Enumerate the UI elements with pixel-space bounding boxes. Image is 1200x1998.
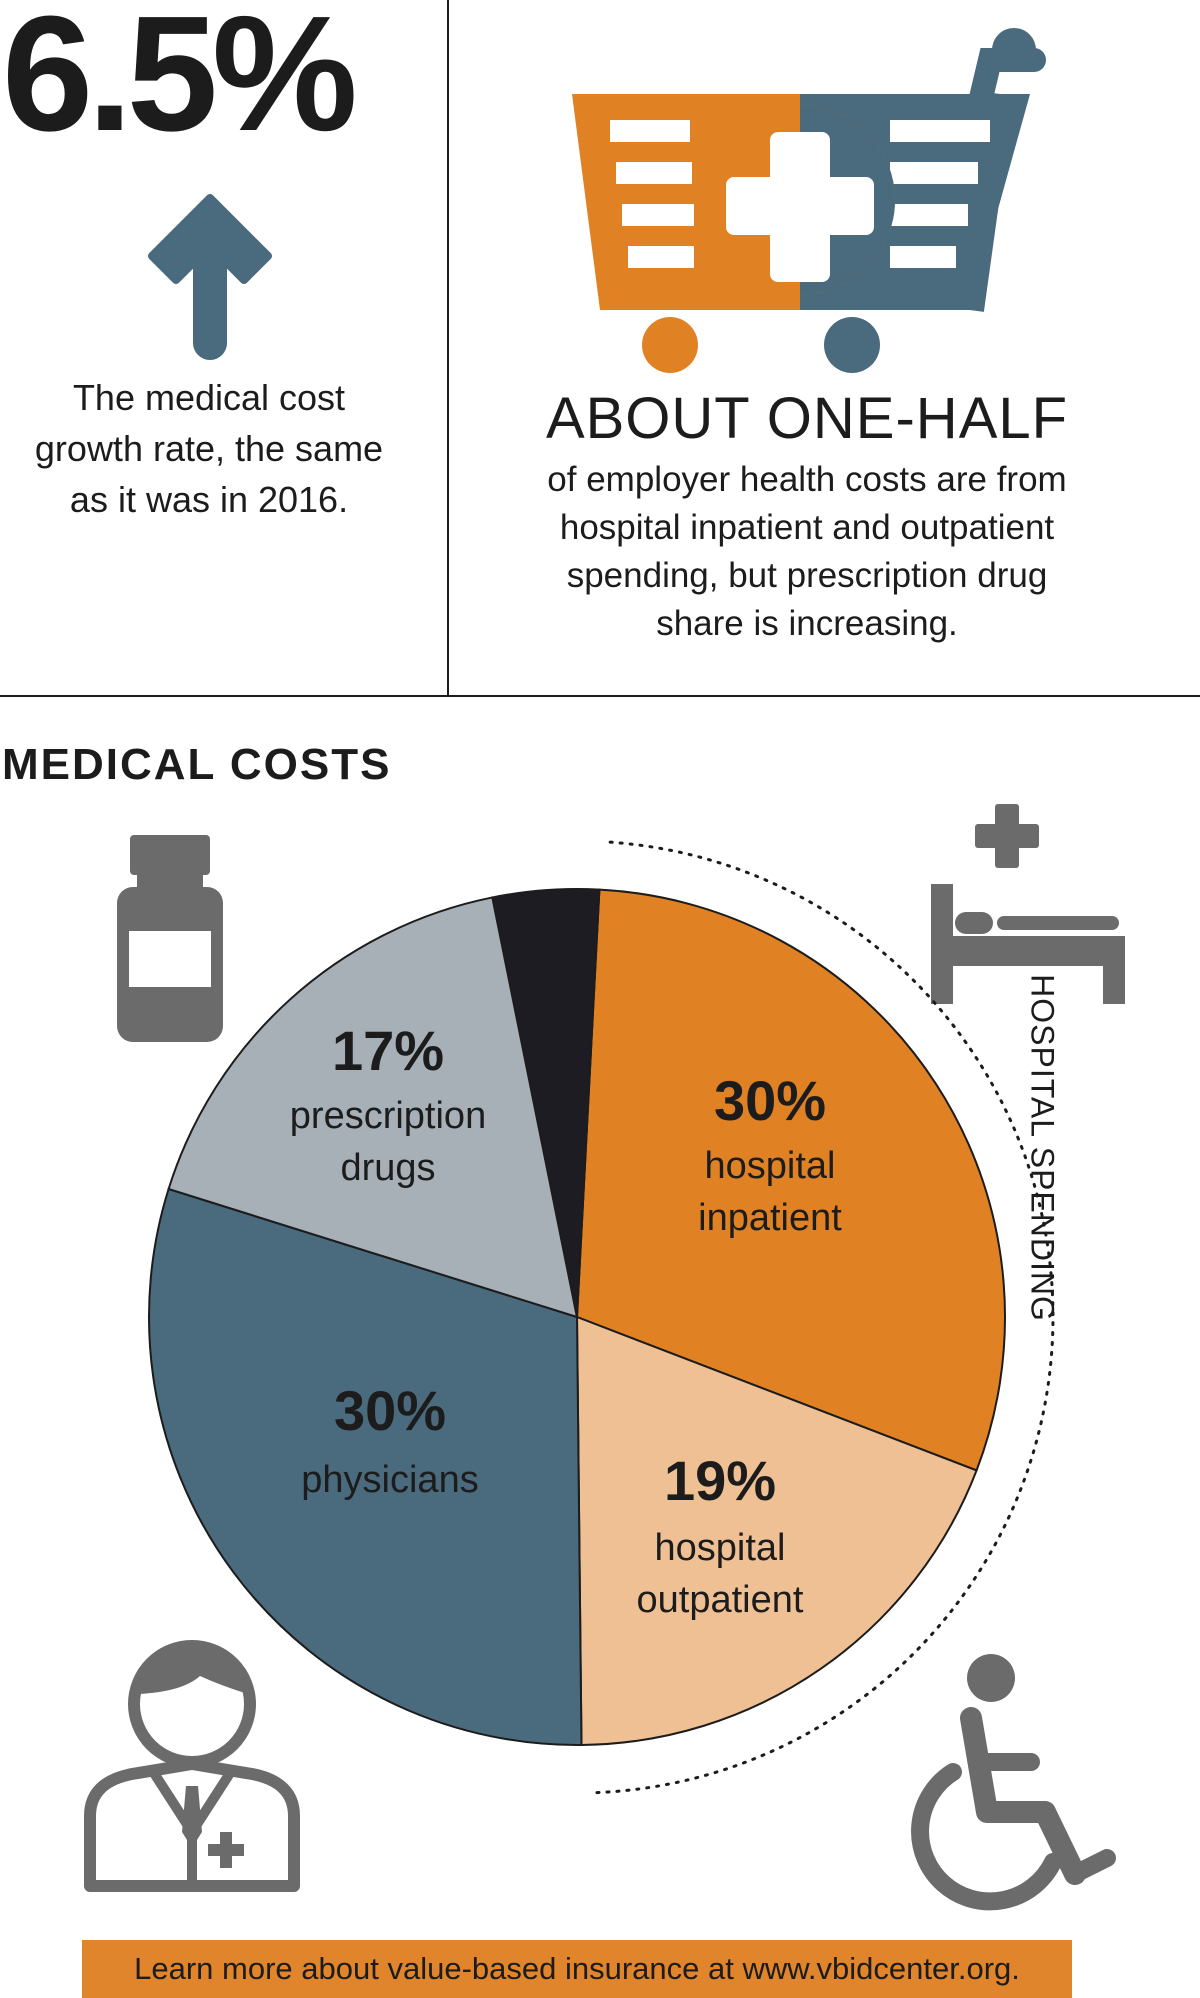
footer-banner[interactable]: Learn more about value-based insurance a…	[82, 1940, 1072, 1998]
slice-label-text: prescription	[290, 1095, 486, 1137]
slice-label-pct: 30%	[334, 1379, 446, 1442]
slice-label-pct: 17%	[332, 1019, 444, 1082]
headline-title: ABOUT ONE-HALF	[545, 386, 1069, 451]
headline-description: of employer health costs are from hospit…	[547, 460, 1067, 643]
hospital-bed-icon	[931, 804, 1125, 1004]
growth-rate-stat: 6.5%	[2, 0, 358, 165]
slice-label-text: inpatient	[698, 1197, 842, 1239]
pie-slice	[148, 1187, 583, 1746]
slice-label-pct: 19%	[664, 1449, 776, 1512]
pie-slice	[575, 888, 1006, 1472]
growth-rate-description: The medical cost growth rate, the same a…	[34, 377, 384, 520]
pie-slice	[575, 1315, 978, 1746]
pie-slice	[491, 888, 601, 1318]
hospital-spending-label: HOSPITAL SPENDING	[1025, 974, 1061, 1322]
slice-label-text: outpatient	[637, 1579, 804, 1621]
pie-slice	[167, 896, 579, 1319]
shopping-cart-icon	[572, 28, 1046, 373]
slice-label-text: drugs	[340, 1147, 435, 1189]
slice-label-text: hospital	[655, 1527, 786, 1569]
doctor-icon	[84, 1640, 300, 1892]
arrow-up-icon	[148, 194, 272, 360]
section-title: MEDICAL COSTS	[2, 740, 392, 789]
wheelchair-icon	[911, 1654, 1116, 1911]
horizontal-divider	[0, 695, 1200, 697]
slice-label-text: hospital	[705, 1145, 836, 1187]
pill-bottle-icon	[117, 835, 223, 1042]
hospital-spending-bracket	[588, 840, 1055, 1795]
vertical-divider	[447, 0, 449, 696]
slice-label-pct: 30%	[714, 1069, 826, 1132]
slice-label-text: physicians	[301, 1459, 478, 1501]
